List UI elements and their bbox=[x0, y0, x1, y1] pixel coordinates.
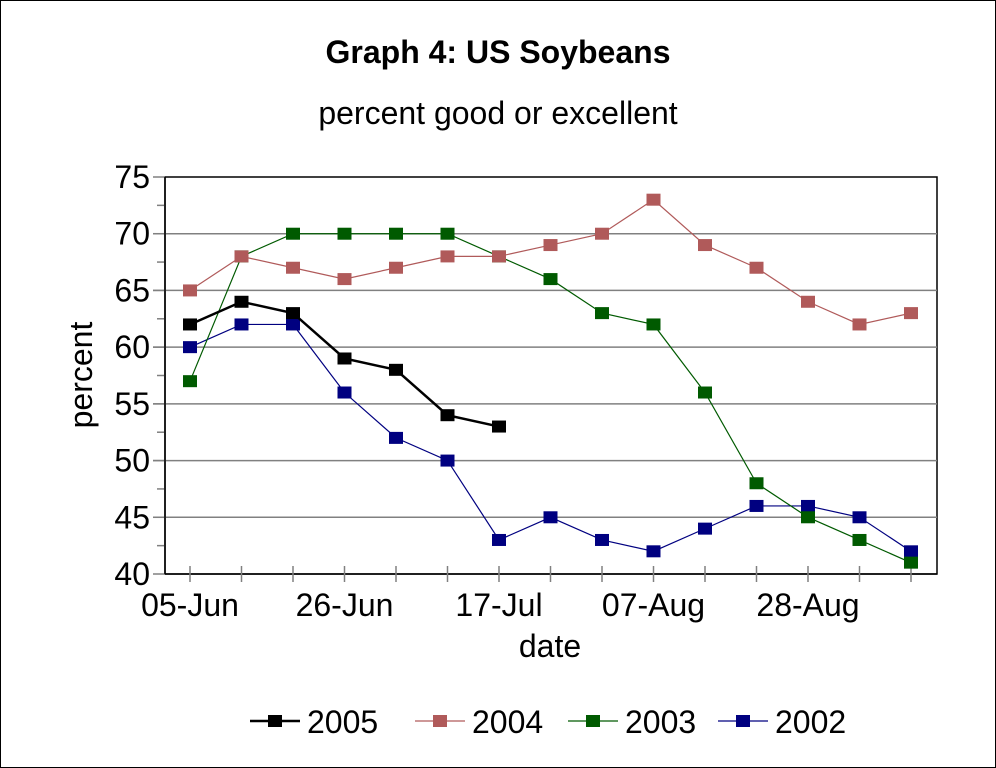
y-axis-label: percent bbox=[63, 322, 99, 429]
legend-item-2003: 2003 bbox=[568, 704, 696, 740]
data-point-2002 bbox=[389, 431, 403, 444]
data-point-2002 bbox=[543, 511, 558, 524]
data-point-2002 bbox=[698, 522, 712, 535]
data-point-2003 bbox=[337, 227, 352, 240]
data-point-2005 bbox=[440, 409, 455, 422]
data-point-2005 bbox=[389, 363, 403, 376]
y-tick-label: 45 bbox=[114, 499, 150, 535]
x-tick-label: 26-Jun bbox=[296, 587, 394, 623]
data-point-2004 bbox=[543, 239, 558, 252]
data-point-2003 bbox=[904, 556, 918, 569]
data-point-2004 bbox=[389, 261, 403, 274]
data-point-2003 bbox=[852, 533, 867, 546]
data-point-2003 bbox=[801, 511, 815, 524]
legend-label: 2004 bbox=[472, 704, 543, 740]
data-point-2002 bbox=[595, 533, 609, 546]
y-tick-label: 40 bbox=[114, 556, 150, 592]
data-point-2004 bbox=[904, 307, 918, 320]
data-point-2003 bbox=[595, 307, 609, 320]
x-tick-label: 05-Jun bbox=[141, 587, 239, 623]
data-point-2004 bbox=[286, 261, 300, 274]
data-point-2004 bbox=[801, 295, 815, 308]
data-point-2004 bbox=[234, 250, 249, 263]
y-tick-label: 65 bbox=[114, 272, 150, 308]
legend-label: 2002 bbox=[775, 704, 846, 740]
y-tick-label: 75 bbox=[114, 159, 150, 195]
data-point-2002 bbox=[852, 511, 867, 524]
data-point-2004 bbox=[595, 227, 609, 240]
data-point-2003 bbox=[543, 273, 558, 286]
data-point-2002 bbox=[234, 318, 249, 331]
series-2005 bbox=[183, 295, 506, 433]
data-point-2002 bbox=[801, 499, 815, 512]
y-tick-label: 70 bbox=[114, 216, 150, 252]
y-tick-label: 55 bbox=[114, 386, 150, 422]
legend-label: 2003 bbox=[625, 704, 696, 740]
legend-marker bbox=[736, 715, 750, 727]
data-point-2005 bbox=[183, 318, 197, 331]
data-point-2002 bbox=[440, 454, 455, 467]
x-tick-label: 28-Aug bbox=[756, 587, 859, 623]
data-point-2005 bbox=[286, 307, 300, 320]
x-tick-label: 07-Aug bbox=[602, 587, 705, 623]
chart-subtitle: percent good or excellent bbox=[318, 95, 677, 131]
legend-item-2005: 2005 bbox=[250, 704, 378, 740]
legend-marker bbox=[586, 715, 600, 727]
x-tick-label: 17-Jul bbox=[455, 587, 542, 623]
data-point-2002 bbox=[904, 545, 918, 558]
data-point-2003 bbox=[749, 477, 764, 490]
data-point-2003 bbox=[698, 386, 712, 399]
data-point-2004 bbox=[183, 284, 197, 297]
data-point-2003 bbox=[646, 318, 661, 331]
data-point-2004 bbox=[749, 261, 764, 274]
legend-marker bbox=[433, 715, 447, 727]
data-point-2004 bbox=[337, 273, 352, 286]
data-point-2005 bbox=[337, 352, 352, 365]
data-point-2003 bbox=[183, 375, 197, 388]
y-tick-label: 50 bbox=[114, 443, 150, 479]
x-axis-label: date bbox=[519, 628, 581, 664]
data-point-2004 bbox=[492, 250, 506, 263]
data-point-2003 bbox=[286, 227, 300, 240]
series-2004 bbox=[183, 193, 918, 331]
chart-title: Graph 4: US Soybeans bbox=[326, 34, 671, 70]
legend-item-2004: 2004 bbox=[415, 704, 543, 740]
data-point-2002 bbox=[183, 341, 197, 354]
data-point-2005 bbox=[234, 295, 249, 308]
legend-item-2002: 2002 bbox=[718, 704, 846, 740]
legend-marker bbox=[268, 715, 282, 727]
data-point-2002 bbox=[749, 499, 764, 512]
data-point-2002 bbox=[286, 318, 300, 331]
legend-label: 2005 bbox=[307, 704, 378, 740]
data-point-2005 bbox=[492, 420, 506, 433]
data-point-2004 bbox=[852, 318, 867, 331]
y-tick-label: 60 bbox=[114, 329, 150, 365]
data-point-2002 bbox=[337, 386, 352, 399]
data-point-2004 bbox=[440, 250, 455, 263]
data-point-2003 bbox=[440, 227, 455, 240]
data-point-2004 bbox=[698, 239, 712, 252]
data-point-2002 bbox=[646, 545, 661, 558]
data-point-2003 bbox=[389, 227, 403, 240]
data-point-2004 bbox=[646, 193, 661, 206]
data-point-2002 bbox=[492, 533, 506, 546]
